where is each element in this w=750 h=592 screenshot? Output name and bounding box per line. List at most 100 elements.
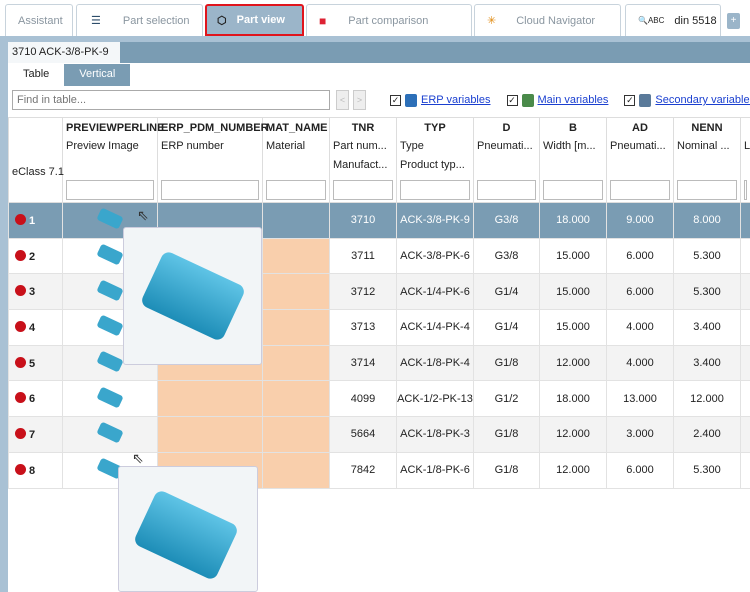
erp-variables-link[interactable]: ERP variables <box>421 94 491 106</box>
column-name <box>744 120 747 140</box>
find-in-table-input[interactable] <box>12 90 330 110</box>
nenn-cell: 12.000 <box>673 380 741 418</box>
preview-popup <box>123 227 262 365</box>
l-cell <box>740 344 750 382</box>
tab-table[interactable]: Table <box>23 68 50 80</box>
column-filter-input[interactable] <box>400 180 470 200</box>
tab-part-comparison[interactable]: ■ Part comparison <box>306 4 472 36</box>
tnr-cell: 3713 <box>329 309 397 346</box>
secondary-variables-checkbox[interactable]: ✓ <box>624 94 636 106</box>
main-variables-icon <box>521 93 534 107</box>
column-header-d[interactable]: D Pneumati... <box>473 117 540 203</box>
status-dot-icon <box>15 285 26 297</box>
column-sublabel <box>610 159 670 178</box>
b-cell: 12.000 <box>539 451 607 489</box>
tnr-cell: 3712 <box>329 273 397 311</box>
next-button[interactable]: > <box>353 90 366 110</box>
table-row[interactable]: 1 3710 ACK-3/8-PK-9 G3/8 18.000 9.000 8.… <box>8 202 750 239</box>
column-name: NENN <box>691 122 723 134</box>
column-filter-input[interactable] <box>161 180 259 200</box>
column-filter-input[interactable] <box>333 180 393 200</box>
part-thumbnail <box>96 422 124 444</box>
b-cell: 18.000 <box>539 380 607 418</box>
erp-cell <box>157 416 263 453</box>
tab-part-selection[interactable]: ☰ Part selection <box>76 4 203 36</box>
status-dot-icon <box>15 427 26 439</box>
secondary-variables-link[interactable]: Secondary variables <box>655 94 750 106</box>
tnr-cell: 3711 <box>329 237 397 275</box>
typ-cell: ACK-1/2-PK-13 <box>396 380 474 418</box>
material-cell <box>262 416 330 453</box>
table-row[interactable]: 7 5664 ACK-1/8-PK-3 G1/8 12.000 3.000 2.… <box>8 416 750 453</box>
status-dot-icon <box>15 356 26 368</box>
nenn-cell: 3.400 <box>673 344 741 382</box>
tab-cloud-navigator[interactable]: ✳ Cloud Navigator <box>474 4 621 36</box>
prev-button[interactable]: < <box>336 90 349 110</box>
column-header-b[interactable]: B Width [m... <box>539 117 607 203</box>
table-row[interactable]: 5 3714 ACK-1/8-PK-4 G1/8 12.000 4.000 3.… <box>8 344 750 382</box>
column-filter-input[interactable] <box>744 180 747 200</box>
column-header-erp_pdm_number[interactable]: ERP_PDM_NUMBER ERP number <box>157 117 269 203</box>
column-filter-input[interactable] <box>266 180 326 200</box>
column-sublabel <box>161 159 259 178</box>
erp-variables-checkbox[interactable]: ✓ <box>390 94 401 106</box>
part-3d-preview <box>139 249 247 343</box>
ad-cell: 6.000 <box>606 451 674 489</box>
l-cell <box>740 202 750 239</box>
column-filter-input[interactable] <box>66 180 154 200</box>
tab-part-view[interactable]: ⬡ Part view <box>205 4 304 36</box>
column-header-l[interactable]: L <box>740 117 750 203</box>
material-cell <box>262 380 330 418</box>
row-number: 1 <box>8 202 63 239</box>
table-row[interactable]: 6 4099 ACK-1/2-PK-13 G1/2 18.000 13.000 … <box>8 380 750 418</box>
main-variables-checkbox[interactable]: ✓ <box>506 94 518 106</box>
mouse-cursor-icon: ⇖ <box>137 207 149 223</box>
typ-cell: ACK-1/4-PK-4 <box>396 309 474 346</box>
column-filter-input[interactable] <box>610 180 670 200</box>
tab-assistant[interactable]: Assistant <box>5 4 73 36</box>
ad-cell: 9.000 <box>606 202 674 239</box>
preview-cell <box>62 416 158 453</box>
l-cell <box>740 380 750 418</box>
typ-cell: ACK-3/8-PK-9 <box>396 202 474 239</box>
column-header-typ[interactable]: TYP Type Product typ... <box>396 117 474 203</box>
part-thumbnail <box>96 386 124 409</box>
tnr-cell: 3710 <box>329 202 397 239</box>
column-header-tnr[interactable]: TNR Part num... Manufact... <box>329 117 397 203</box>
part-title-tab[interactable]: 3710 ACK-3/8-PK-9 <box>8 42 120 63</box>
column-header-nenn[interactable]: NENN Nominal ... <box>673 117 741 203</box>
column-label: Type <box>400 140 424 152</box>
tnr-cell: 4099 <box>329 380 397 418</box>
b-cell: 12.000 <box>539 416 607 453</box>
column-name: B <box>569 122 577 134</box>
add-tab-button[interactable]: + <box>727 13 740 29</box>
preview-cell <box>62 380 158 418</box>
column-label: Part num... <box>333 140 387 152</box>
table-row[interactable]: 4 3713 ACK-1/4-PK-4 G1/4 15.000 4.000 3.… <box>8 309 750 346</box>
main-variables-link[interactable]: Main variables <box>537 94 609 106</box>
compare-icon: ■ <box>319 13 327 28</box>
column-header-previewperline[interactable]: PREVIEWPERLINE Preview Image <box>62 117 164 203</box>
column-header-ad[interactable]: AD Pneumati... <box>606 117 674 203</box>
toolbar: < > ✓ ERP variables ✓ Main variables ✓ Seco… <box>8 88 750 112</box>
table-row[interactable]: 3 3712 ACK-1/4-PK-6 G1/4 15.000 6.000 5.… <box>8 273 750 311</box>
status-dot-icon <box>15 463 26 475</box>
l-cell <box>740 237 750 275</box>
column-sublabel <box>744 159 747 178</box>
part-thumbnail <box>96 207 124 230</box>
tab-vertical[interactable]: Vertical <box>64 64 131 86</box>
nenn-cell: 5.300 <box>673 237 741 275</box>
column-filter-input[interactable] <box>477 180 536 200</box>
tab-search[interactable]: 🔍ABC din 5518 <box>625 4 721 36</box>
column-filter-input[interactable] <box>677 180 737 200</box>
table-row[interactable]: 2 3711 ACK-3/8-PK-6 G3/8 15.000 6.000 5.… <box>8 237 750 275</box>
l-cell <box>740 416 750 453</box>
nenn-cell: 5.300 <box>673 273 741 311</box>
material-cell <box>262 237 330 275</box>
column-label: Nominal ... <box>677 140 730 152</box>
row-number: 3 <box>8 273 63 311</box>
column-filter-input[interactable] <box>543 180 603 200</box>
b-cell: 15.000 <box>539 237 607 275</box>
column-header-mat_name[interactable]: MAT_NAME Material <box>262 117 330 203</box>
row-number: 8 <box>8 451 63 489</box>
